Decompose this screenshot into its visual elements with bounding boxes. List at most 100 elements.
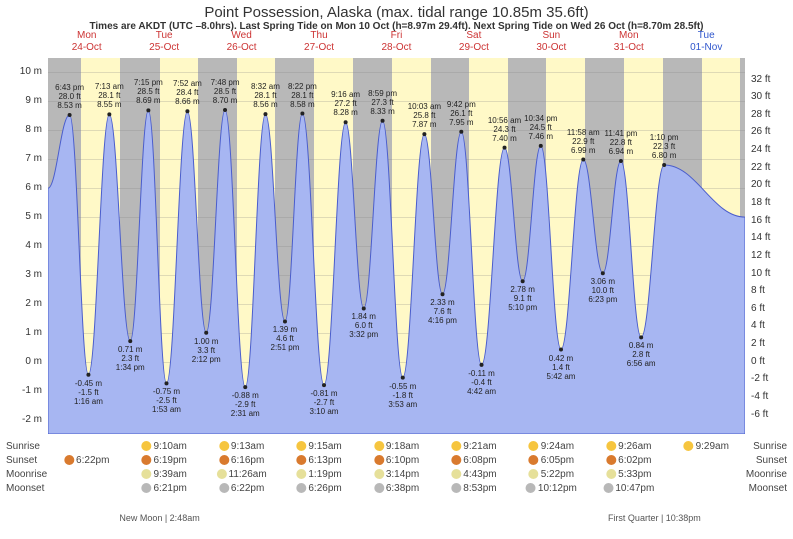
tide-annotation: 8:59 pm27.3 ft8.33 m [368, 89, 397, 116]
footer-item: 9:15am [296, 441, 341, 452]
sun-icon [606, 441, 616, 451]
tide-annotation: 1.84 m6.0 ft3:32 pm [349, 312, 378, 339]
sun-icon [451, 469, 461, 479]
footer-row: MoonriseMoonrise9:39am11:26am1:19pm3:14p… [0, 469, 793, 483]
tide-point [86, 373, 90, 377]
tide-point [283, 319, 287, 323]
footer-item: 5:22pm [529, 469, 574, 480]
day-header: Mon31-Oct [590, 30, 667, 58]
sun-icon [296, 455, 306, 465]
day-header: Mon24-Oct [48, 30, 125, 58]
ytick-left: 3 m [25, 269, 42, 280]
ytick-left: 7 m [25, 153, 42, 164]
ytick-right: 2 ft [751, 338, 765, 349]
tide-point [223, 108, 227, 112]
ytick-left: 0 m [25, 356, 42, 367]
ytick-left: -1 m [22, 385, 42, 396]
tide-annotation: 0.84 m2.8 ft6:56 am [627, 341, 656, 368]
footer-item: 9:13am [219, 441, 264, 452]
sun-icon [374, 483, 384, 493]
tide-point [381, 119, 385, 123]
ytick-right: 30 ft [751, 91, 770, 102]
footer-item: 9:24am [529, 441, 574, 452]
tide-annotation: 10:56 am24.3 ft7.40 m [488, 116, 521, 143]
footer-item: 6:19pm [141, 455, 186, 466]
sun-icon [529, 455, 539, 465]
day-headers: Mon24-OctTue25-OctWed26-OctThu27-OctFri2… [48, 30, 745, 58]
tide-annotation: 9:42 pm26.1 ft7.95 m [447, 100, 476, 127]
ytick-left: 1 m [25, 327, 42, 338]
tide-point [68, 113, 72, 117]
moon-phase: First Quarter | 10:38pm [608, 513, 701, 523]
tide-point [146, 108, 150, 112]
ytick-right: 18 ft [751, 197, 770, 208]
tide-annotation: 9:16 am27.2 ft8.28 m [331, 90, 360, 117]
tide-point [480, 363, 484, 367]
tide-annotation: 11:41 pm22.8 ft6.94 m [605, 129, 638, 156]
footer-item: 10:12pm [526, 483, 577, 494]
sun-icon [451, 441, 461, 451]
tide-point [128, 339, 132, 343]
chart-title: Point Possession, Alaska (max. tidal ran… [0, 0, 793, 21]
tide-point [322, 383, 326, 387]
tide-annotation: 7:15 pm28.5 ft8.69 m [134, 78, 163, 105]
footer-item: 3:14pm [374, 469, 419, 480]
ytick-left: -2 m [22, 414, 42, 425]
tide-annotation: 10:34 pm24.5 ft7.46 m [524, 114, 557, 141]
ytick-right: 16 ft [751, 215, 770, 226]
footer-label-right: Moonrise [746, 469, 787, 480]
footer-item: 11:26am [217, 469, 267, 480]
day-header: Wed26-Oct [203, 30, 280, 58]
tide-annotation: 1.39 m4.6 ft2:51 pm [271, 325, 300, 352]
tide-annotation: 0.42 m1.4 ft5:42 am [547, 354, 576, 381]
sun-icon [217, 469, 227, 479]
tide-point [503, 146, 507, 150]
sun-icon [451, 455, 461, 465]
sun-icon [451, 483, 461, 493]
ytick-right: -4 ft [751, 391, 768, 402]
tide-point [107, 112, 111, 116]
footer-label-right: Sunrise [753, 441, 787, 452]
tide-point [619, 159, 623, 163]
sun-icon [374, 455, 384, 465]
sun-icon [606, 455, 616, 465]
tide-annotation: -0.81 m-2.7 ft3:10 am [310, 389, 339, 416]
tide-point [459, 130, 463, 134]
tide-annotation: 8:22 pm28.1 ft8.58 m [288, 82, 317, 109]
footer-label: Moonset [6, 483, 44, 494]
tide-point [662, 163, 666, 167]
sun-icon [684, 441, 694, 451]
footer-item: 6:22pm [64, 455, 109, 466]
ytick-right: 28 ft [751, 109, 770, 120]
footer-item: 9:29am [684, 441, 729, 452]
ytick-right: -2 ft [751, 373, 768, 384]
y-axis-left: -2 m-1 m0 m1 m2 m3 m4 m5 m6 m7 m8 m9 m10… [0, 58, 46, 434]
ytick-left: 8 m [25, 124, 42, 135]
ytick-right: 24 ft [751, 144, 770, 155]
footer-item: 6:16pm [219, 455, 264, 466]
tide-annotation: -0.45 m-1.5 ft1:16 am [74, 379, 103, 406]
tide-point [362, 306, 366, 310]
tide-annotation: 7:52 am28.4 ft8.66 m [173, 79, 202, 106]
footer-item: 6:05pm [529, 455, 574, 466]
tide-annotation: 8:32 am28.1 ft8.56 m [251, 82, 280, 109]
tide-annotation: 2.33 m7.6 ft4:16 pm [428, 298, 457, 325]
tide-annotation: 11:58 am22.9 ft6.99 m [567, 128, 600, 155]
sun-icon [529, 469, 539, 479]
tide-point [263, 112, 267, 116]
tide-annotation: 3.06 m10.0 ft6:23 pm [588, 277, 617, 304]
ytick-left: 2 m [25, 298, 42, 309]
sun-icon [603, 483, 613, 493]
footer-item: 4:43pm [451, 469, 496, 480]
tide-annotation: 7:13 am28.1 ft8.55 m [95, 82, 124, 109]
tide-point [441, 292, 445, 296]
footer-label-right: Moonset [749, 483, 787, 494]
tide-point [344, 120, 348, 124]
plot-area: 6:43 pm28.0 ft8.53 m-0.45 m-1.5 ft1:16 a… [48, 58, 745, 434]
footer-item: 9:18am [374, 441, 419, 452]
ytick-right: 26 ft [751, 126, 770, 137]
footer-label-right: Sunset [756, 455, 787, 466]
tide-point [300, 112, 304, 116]
footer-item: 6:13pm [296, 455, 341, 466]
tide-point [204, 331, 208, 335]
